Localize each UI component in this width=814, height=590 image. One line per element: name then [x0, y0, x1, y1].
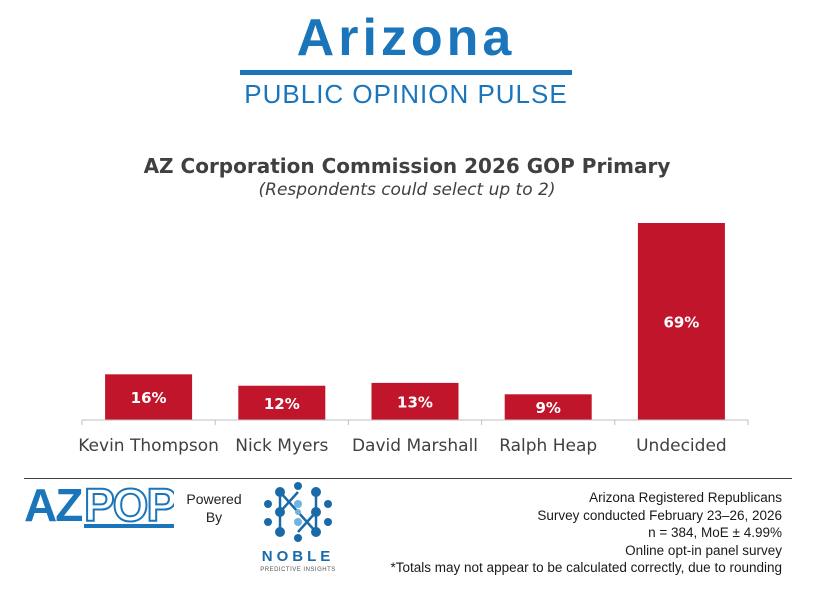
footer-rule: [24, 478, 792, 479]
survey-notes: Arizona Registered Republicans Survey co…: [391, 489, 782, 577]
noble-tagline: PREDICTIVE INSIGHTS: [260, 567, 336, 573]
powered-by-line-1: Powered: [186, 491, 242, 507]
noble-logo-icon: [264, 482, 332, 542]
brand-logo: Arizona PUBLIC OPINION PULSE: [0, 0, 814, 115]
brand-title: Arizona: [296, 9, 516, 67]
data-label: 12%: [264, 395, 300, 413]
bar: [371, 382, 459, 420]
category-label: Nick Myers: [235, 436, 328, 456]
bar: [637, 223, 725, 420]
brand-subtitle: PUBLIC OPINION PULSE: [244, 79, 568, 109]
brand-rule: [240, 70, 572, 75]
survey-note-sample: n = 384, MoE ± 4.99%: [648, 525, 782, 540]
svg-text:AZ: AZ: [24, 480, 82, 530]
data-label: 13%: [397, 393, 433, 411]
bar: [504, 394, 592, 420]
chart-subtitle: (Respondents could select up to 2): [258, 180, 556, 200]
data-label: 9%: [535, 399, 560, 417]
survey-note-rounding: *Totals may not appear to be calculated …: [390, 560, 782, 575]
noble-name: NOBLE: [261, 548, 335, 565]
bar: [105, 374, 193, 420]
category-label: Ralph Heap: [499, 436, 597, 456]
category-label: Undecided: [636, 436, 727, 456]
data-label: 16%: [131, 389, 167, 407]
azpop-logo: AZ POP: [24, 480, 174, 530]
category-label: David Marshall: [352, 436, 478, 456]
bar-chart: 16% Kevin Thompson 12% Nick Myers 13% David M…: [78, 223, 749, 456]
powered-by-line-2: By: [205, 509, 223, 525]
bar: [238, 385, 326, 420]
category-label: Kevin Thompson: [78, 436, 219, 456]
survey-note-dates: Survey conducted February 23–26, 2026: [537, 507, 782, 523]
survey-note-method: Online opt-in panel survey: [625, 542, 782, 558]
data-label: 69%: [663, 314, 699, 332]
powered-by: Powered By: [176, 490, 252, 526]
chart-title: AZ Corporation Commission 2026 GOP Prima…: [143, 154, 671, 178]
survey-note-population: Arizona Registered Republicans: [589, 490, 782, 505]
svg-text:POP: POP: [84, 480, 174, 530]
